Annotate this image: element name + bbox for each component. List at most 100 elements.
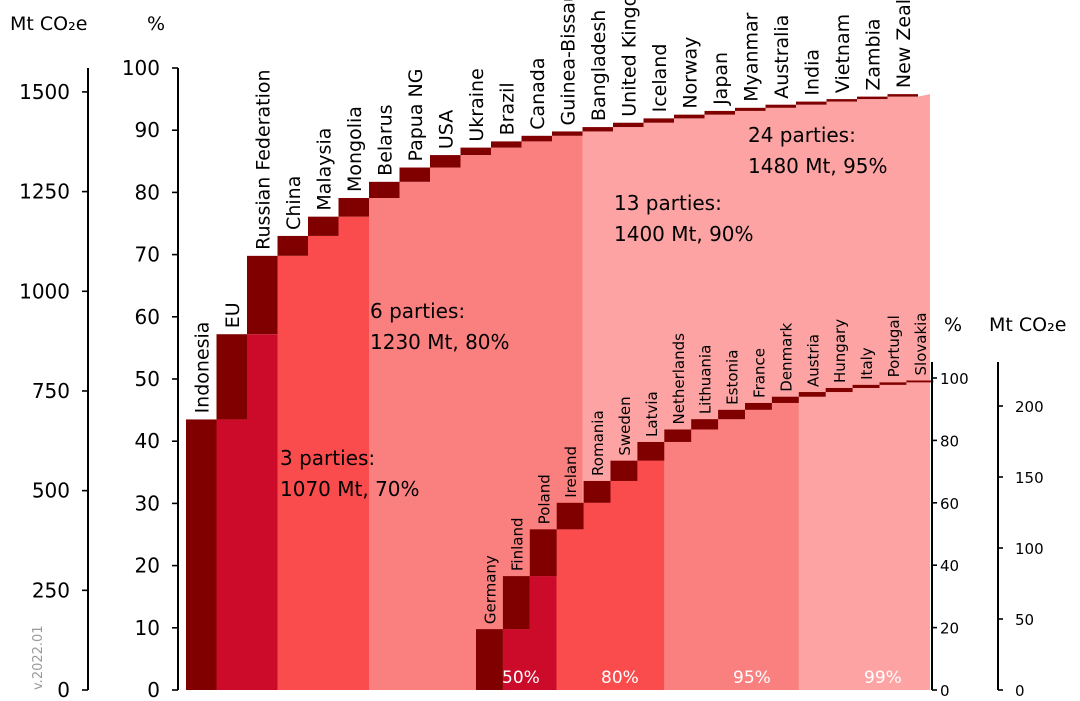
inset-pct-tick-label: 60 (940, 495, 959, 513)
label-inset-austria: Austria (804, 334, 822, 387)
step-inset-austria (798, 392, 826, 397)
main-pct-tick-label: 10 (135, 616, 160, 640)
label-main-guinea-bissau: Guinea-Bissau (557, 0, 579, 125)
label-inset-romania: Romania (589, 410, 607, 476)
label-inset-lithuania: Lithuania (697, 345, 715, 414)
label-main-bangladesh: Bangladesh (588, 10, 610, 121)
main-pct-tick-label: 30 (135, 491, 160, 515)
step-main-china (277, 235, 308, 256)
label-main-indonesia: Indonesia (191, 322, 213, 414)
inset-right-axis-title: Mt CO₂e (989, 314, 1066, 336)
band-annotation-1-value: 1070 Mt, 70% (280, 477, 420, 501)
step-inset-lithuania (691, 419, 719, 430)
label-main-eu: EU (222, 302, 244, 328)
label-main-papua-ng: Papua NG (405, 69, 427, 162)
inset-mt-tick-label: 150 (1015, 469, 1044, 487)
step-main-guinea-bissau (552, 131, 583, 136)
label-main-vietnam: Vietnam (832, 14, 854, 93)
inset-pct-tick-label: 0 (940, 682, 950, 700)
step-main-new-zealand (887, 94, 918, 97)
inset-pct-tick-label: 20 (940, 620, 959, 638)
step-main-vietnam (826, 99, 857, 102)
axes: 0250500750100012501500010203040506070809… (19, 56, 1044, 701)
label-main-usa: USA (435, 110, 457, 149)
step-main-india (796, 101, 827, 105)
country-labels-inset: Germany Finland Poland Ireland Romania Sweden… (481, 313, 929, 625)
label-main-ukraine: Ukraine (466, 68, 488, 141)
step-inset-slovakia (906, 380, 934, 383)
label-main-brazil: Brazil (496, 82, 518, 135)
step-main-brazil (491, 141, 522, 148)
label-inset-hungary: Hungary (831, 319, 849, 383)
country-labels-main: Indonesia EU Russian Federation China Malays… (191, 0, 915, 413)
label-inset-germany: Germany (481, 555, 499, 624)
main-right-axis-title: % (147, 13, 165, 35)
label-main-japan: Japan (710, 52, 732, 106)
inset-pct-tick-label: 100 (940, 370, 969, 388)
inset-mt-tick-label: 200 (1015, 398, 1044, 416)
main-mt-tick-label: 1250 (19, 180, 70, 204)
band-area-inset-1 (476, 576, 557, 690)
label-inset-portugal: Portugal (885, 315, 903, 377)
cumulative-steps-inset (476, 380, 934, 690)
label-inset-sweden: Sweden (616, 396, 634, 455)
main-pct-tick-label: 50 (135, 367, 160, 391)
step-inset-france (745, 402, 772, 410)
label-inset-italy: Italy (858, 347, 876, 380)
step-main-mongolia (338, 197, 369, 217)
label-inset-finland: Finland (508, 518, 526, 572)
label-main-zambia: Zambia (862, 18, 884, 90)
label-inset-denmark: Denmark (777, 322, 795, 391)
cumulative-steps-main (186, 94, 918, 690)
band-annotation-4-value: 1480 Mt, 95% (748, 154, 888, 178)
label-main-norway: Norway (679, 37, 701, 109)
band-annotation-3-label: 13 parties: (614, 191, 722, 215)
label-main-australia: Australia (771, 15, 793, 99)
step-inset-germany (476, 629, 503, 690)
step-inset-denmark (771, 396, 799, 403)
main-mt-tick-label: 250 (32, 578, 70, 602)
step-main-ukraine (460, 147, 491, 156)
label-inset-latvia: Latvia (643, 391, 661, 437)
step-inset-latvia (637, 441, 665, 461)
step-inset-poland (529, 529, 557, 577)
label-main-china: China (283, 176, 305, 230)
label-main-iceland: Iceland (649, 44, 671, 113)
step-main-russian-federation (247, 255, 278, 335)
main-mt-tick-label: 750 (32, 379, 70, 403)
inset-band-label-4: 99% (864, 668, 902, 688)
inset-left-axis-title: % (944, 314, 962, 336)
main-pct-tick-label: 100 (122, 56, 160, 80)
inset-pct-tick-label: 80 (940, 432, 959, 450)
band-area-main-1 (186, 334, 278, 690)
step-main-canada (521, 135, 552, 142)
main-mt-tick-label: 0 (57, 678, 70, 701)
step-main-usa (430, 155, 461, 168)
step-main-belarus (369, 181, 400, 198)
band-area-main-2 (277, 216, 369, 690)
step-inset-finland (502, 576, 530, 630)
inset-mt-tick-label: 50 (1015, 611, 1034, 629)
inset-pct-tick-label: 40 (940, 557, 959, 575)
step-main-indonesia (186, 419, 217, 690)
step-main-iceland (643, 118, 674, 123)
band-area-main-3 (369, 135, 583, 691)
main-mt-tick-label: 1500 (19, 80, 70, 104)
label-main-india: India (801, 49, 823, 96)
step-inset-portugal (879, 382, 907, 385)
main-mt-tick-label: 500 (32, 479, 70, 503)
main-mt-tick-label: 1000 (19, 279, 70, 303)
step-main-myanmar (735, 107, 766, 111)
label-inset-estonia: Estonia (724, 350, 742, 405)
step-main-united-kingdom (613, 122, 644, 128)
main-pct-tick-label: 90 (135, 118, 160, 142)
step-main-papua-ng (399, 167, 430, 182)
band-area-inset-4 (798, 380, 934, 690)
band-annotation-2-label: 6 parties: (370, 299, 465, 323)
label-main-canada: Canada (527, 57, 549, 129)
step-main-japan (704, 110, 735, 115)
step-inset-estonia (718, 409, 745, 420)
step-main-malaysia (308, 216, 339, 236)
band-annotation-1-label: 3 parties: (280, 446, 375, 470)
